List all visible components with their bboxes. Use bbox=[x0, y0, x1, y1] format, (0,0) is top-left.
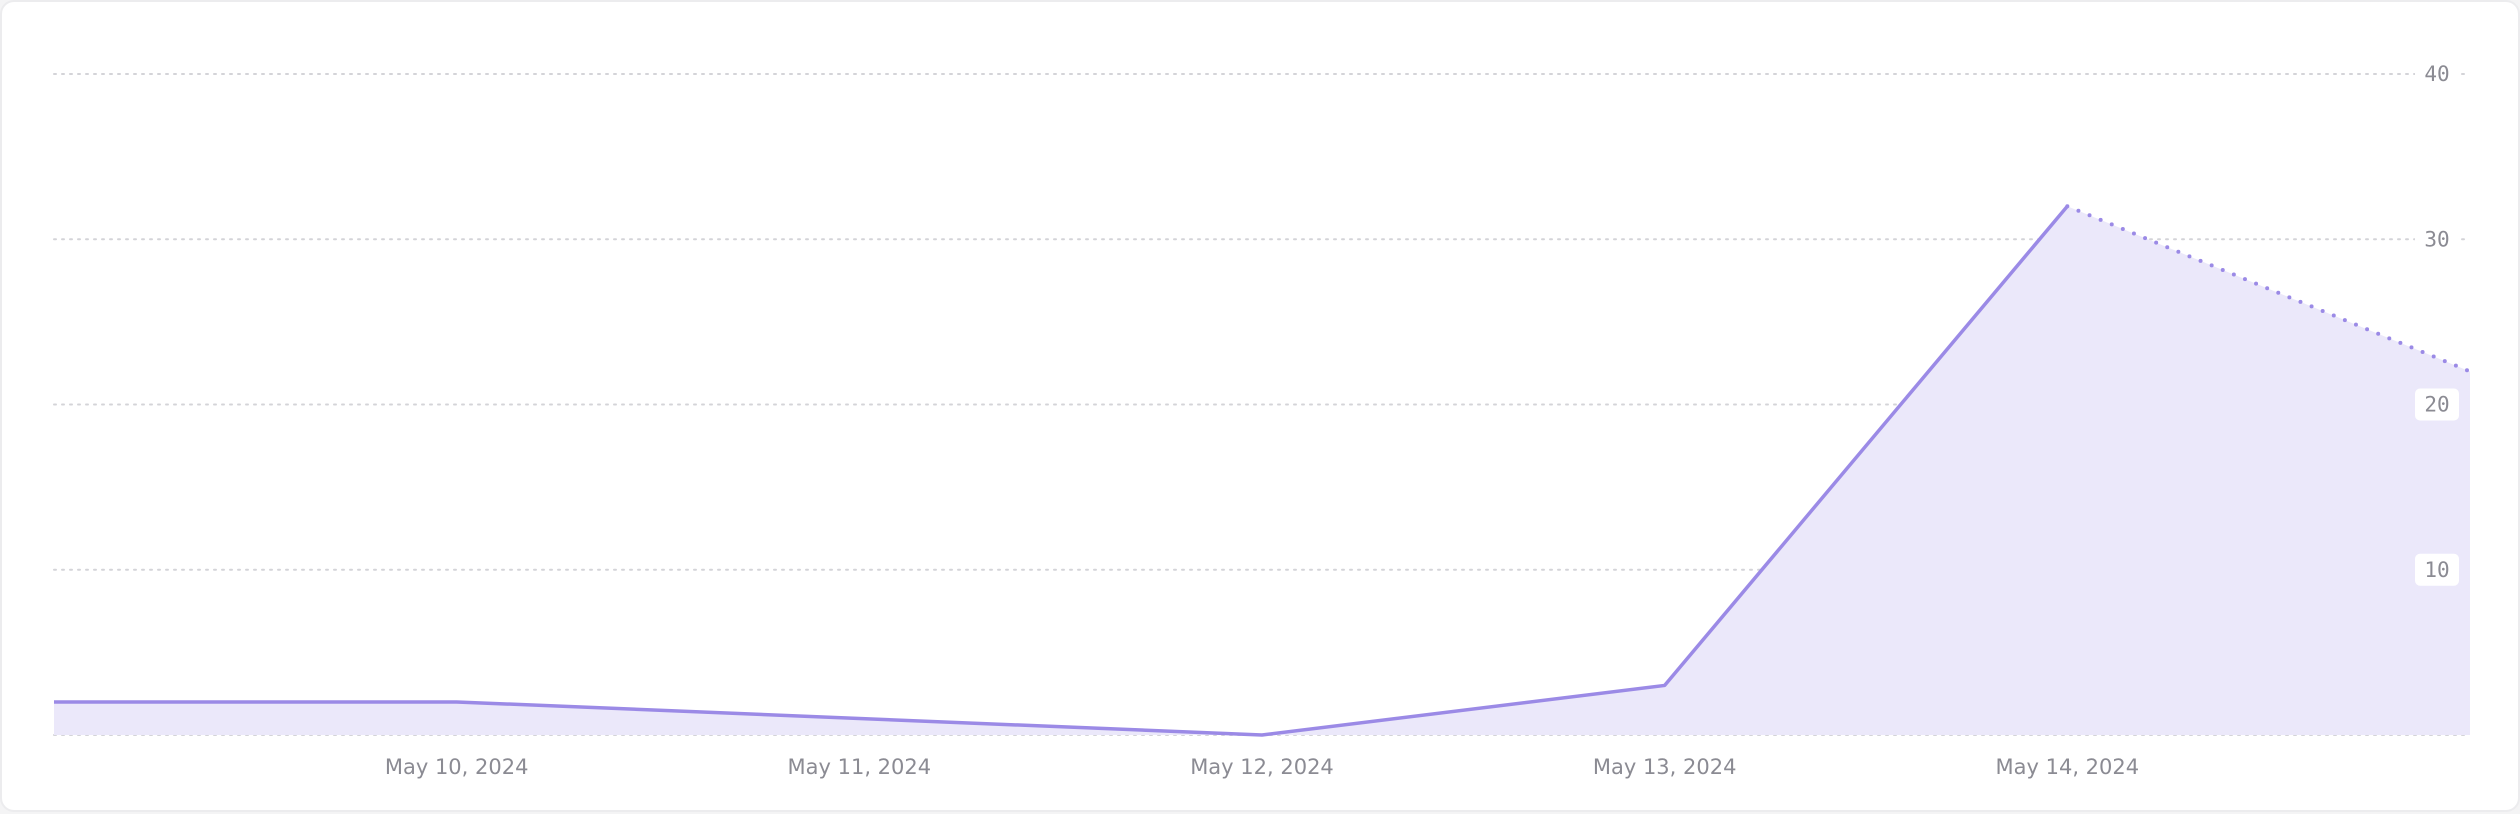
y-tick-label-bg bbox=[2415, 58, 2459, 90]
y-tick-label-bg bbox=[2415, 388, 2459, 421]
series-line bbox=[54, 205, 2069, 737]
y-tick-label: 40 bbox=[2424, 62, 2449, 86]
y-tick-label: 30 bbox=[2424, 227, 2449, 251]
x-tick-label: May 13, 2024 bbox=[1593, 755, 1737, 779]
x-tick-label: May 11, 2024 bbox=[788, 755, 932, 779]
x-tick-label: May 12, 2024 bbox=[1190, 755, 1334, 779]
y-tick-label-bg bbox=[2415, 223, 2459, 256]
x-axis-tick-labels: May 10, 2024 May 11, 2024 May 12, 2024 May … bbox=[385, 755, 2139, 779]
y-axis-tick-labels: 10 20 30 40 bbox=[2415, 58, 2459, 586]
x-tick-label: May 10, 2024 bbox=[385, 755, 529, 779]
series-line-projected bbox=[2065, 204, 2472, 374]
y-tick-label: 10 bbox=[2424, 558, 2449, 582]
area-fill bbox=[54, 206, 2470, 735]
y-tick-label: 20 bbox=[2424, 393, 2449, 417]
x-tick-label: May 14, 2024 bbox=[1996, 755, 2140, 779]
y-tick-label-bg bbox=[2415, 553, 2459, 586]
